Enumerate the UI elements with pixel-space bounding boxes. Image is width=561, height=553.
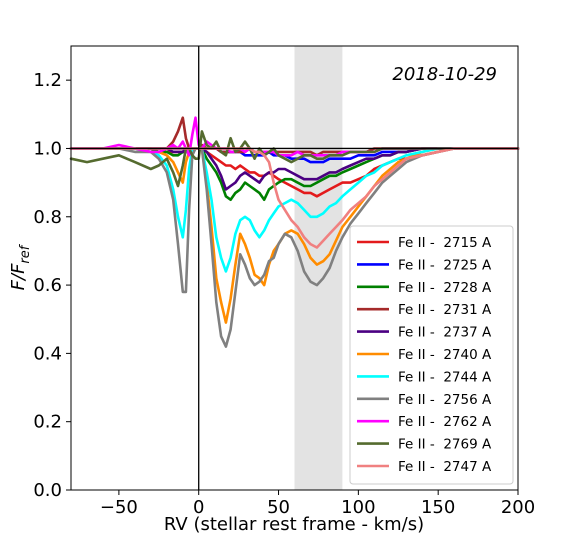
legend-label-0: Fe II - 2715 A — [398, 235, 492, 251]
y-tick-label: 0.2 — [33, 412, 62, 433]
series-line-4 — [69, 147, 520, 191]
x-tick-label: −50 — [100, 497, 138, 518]
y-axis-label-main: F/F — [8, 263, 29, 290]
y-tick-label: 1.2 — [33, 70, 62, 91]
x-axis-label: RV (stellar rest frame - km/s) — [164, 514, 424, 535]
series-line-7 — [69, 147, 520, 348]
x-tick-label: 200 — [501, 497, 535, 518]
y-tick-label: 0.0 — [33, 480, 62, 501]
y-axis-ticks: 0.0 0.2 0.4 0.6 0.8 1.0 1.2 — [33, 70, 71, 501]
legend-box — [349, 225, 514, 485]
legend-label-5: Fe II - 2740 A — [398, 347, 492, 363]
y-axis-label: F/Fref — [8, 243, 33, 290]
legend-label-3: Fe II - 2731 A — [398, 302, 492, 318]
y-tick-label: 0.8 — [33, 207, 62, 228]
legend-label-9: Fe II - 2769 A — [398, 437, 492, 453]
series-line-6 — [69, 147, 520, 273]
plot-frame — [70, 45, 519, 491]
legend-label-8: Fe II - 2762 A — [398, 414, 492, 430]
legend-label-1: Fe II - 2725 A — [398, 257, 492, 273]
y-tick-label: 1.0 — [33, 138, 62, 159]
legend-label-7: Fe II - 2756 A — [398, 392, 492, 408]
legend: Fe II - 2715 A Fe II - 2725 A Fe II - 2728… — [349, 225, 514, 485]
legend-label-6: Fe II - 2744 A — [398, 369, 492, 385]
x-tick-label: 150 — [421, 497, 455, 518]
x-axis-ticks: −50 0 50 100 150 200 — [100, 490, 535, 518]
x-tick-label: 0 — [193, 497, 204, 518]
legend-label-4: Fe II - 2737 A — [398, 325, 492, 341]
legend-label-10: Fe II - 2747 A — [398, 459, 492, 475]
legend-label-2: Fe II - 2728 A — [398, 280, 492, 296]
y-tick-label: 0.6 — [33, 275, 62, 296]
date-annotation: 2018-10-29 — [392, 64, 497, 85]
y-axis-label-subscript: ref — [18, 243, 33, 263]
y-tick-label: 0.4 — [33, 343, 62, 364]
x-tick-label: 100 — [341, 497, 375, 518]
x-tick-label: 50 — [267, 497, 290, 518]
